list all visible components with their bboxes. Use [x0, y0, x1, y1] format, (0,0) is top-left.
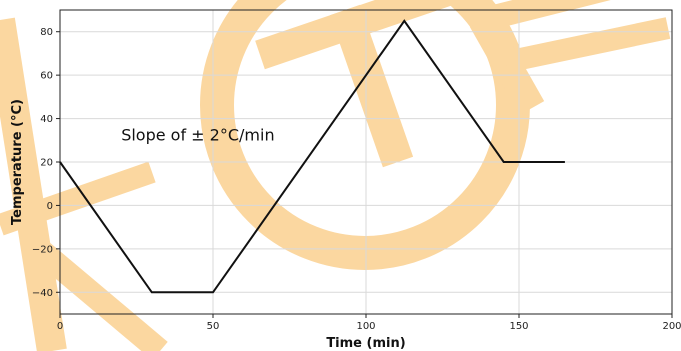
watermark-e-top — [479, 0, 611, 32]
y-tick-label: 80 — [40, 27, 53, 38]
y-tick-label: 40 — [40, 114, 53, 125]
y-tick-label: −40 — [32, 288, 53, 299]
x-tick-label: 50 — [207, 321, 220, 332]
y-tick-label: 0 — [47, 201, 53, 212]
x-axis-ticks: 0 50 100 150 200 — [57, 314, 681, 332]
watermark-t-bar — [255, 0, 468, 70]
watermark-e-mid — [503, 17, 671, 73]
watermark-t-stem — [329, 4, 414, 168]
y-axis-ticks: −40 −20 0 20 40 60 80 — [32, 27, 60, 299]
x-tick-label: 100 — [356, 321, 375, 332]
series-line — [59, 19, 565, 294]
y-tick-label: −20 — [32, 244, 53, 255]
x-tick-label: 0 — [57, 321, 63, 332]
y-tick-label: 20 — [40, 158, 53, 169]
x-tick-label: 150 — [509, 321, 528, 332]
y-axis-title: Temperature (°C) — [10, 99, 25, 225]
x-tick-label: 200 — [662, 321, 681, 332]
watermark-stroke-left-2 — [0, 161, 156, 236]
x-axis-title: Time (min) — [326, 336, 405, 351]
y-tick-label: 60 — [40, 71, 53, 82]
watermark-stroke-left-1 — [0, 17, 67, 351]
series-layer — [59, 19, 565, 294]
slope-annotation: Slope of ± 2°C/min — [121, 125, 274, 144]
watermark-ring — [200, 0, 530, 270]
